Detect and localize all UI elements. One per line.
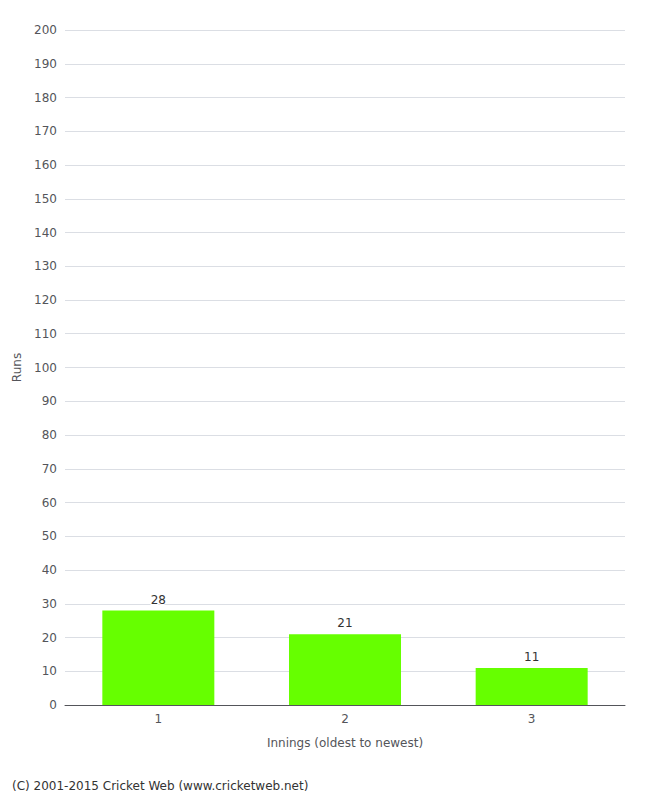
svg-text:150: 150 <box>34 192 57 206</box>
svg-text:0: 0 <box>49 698 57 712</box>
svg-text:160: 160 <box>34 158 57 172</box>
svg-text:Innings (oldest to newest): Innings (oldest to newest) <box>267 736 423 750</box>
svg-text:90: 90 <box>42 394 57 408</box>
svg-text:200: 200 <box>34 23 57 37</box>
svg-text:180: 180 <box>34 91 57 105</box>
svg-text:130: 130 <box>34 259 57 273</box>
svg-text:50: 50 <box>42 529 57 543</box>
svg-text:10: 10 <box>42 664 57 678</box>
svg-text:100: 100 <box>34 361 57 375</box>
svg-text:21: 21 <box>337 616 352 630</box>
svg-text:11: 11 <box>524 650 539 664</box>
svg-text:190: 190 <box>34 57 57 71</box>
svg-text:28: 28 <box>151 593 166 607</box>
svg-text:Runs: Runs <box>10 353 24 382</box>
svg-text:140: 140 <box>34 226 57 240</box>
svg-text:30: 30 <box>42 597 57 611</box>
svg-text:3: 3 <box>528 712 536 726</box>
svg-text:70: 70 <box>42 462 57 476</box>
svg-text:1: 1 <box>155 712 163 726</box>
svg-text:2: 2 <box>341 712 349 726</box>
svg-text:170: 170 <box>34 124 57 138</box>
svg-text:40: 40 <box>42 563 57 577</box>
svg-text:20: 20 <box>42 631 57 645</box>
svg-text:120: 120 <box>34 293 57 307</box>
svg-text:(C) 2001-2015 Cricket Web (www: (C) 2001-2015 Cricket Web (www.cricketwe… <box>12 779 308 793</box>
svg-text:60: 60 <box>42 496 57 510</box>
svg-text:110: 110 <box>34 327 57 341</box>
svg-text:80: 80 <box>42 428 57 442</box>
